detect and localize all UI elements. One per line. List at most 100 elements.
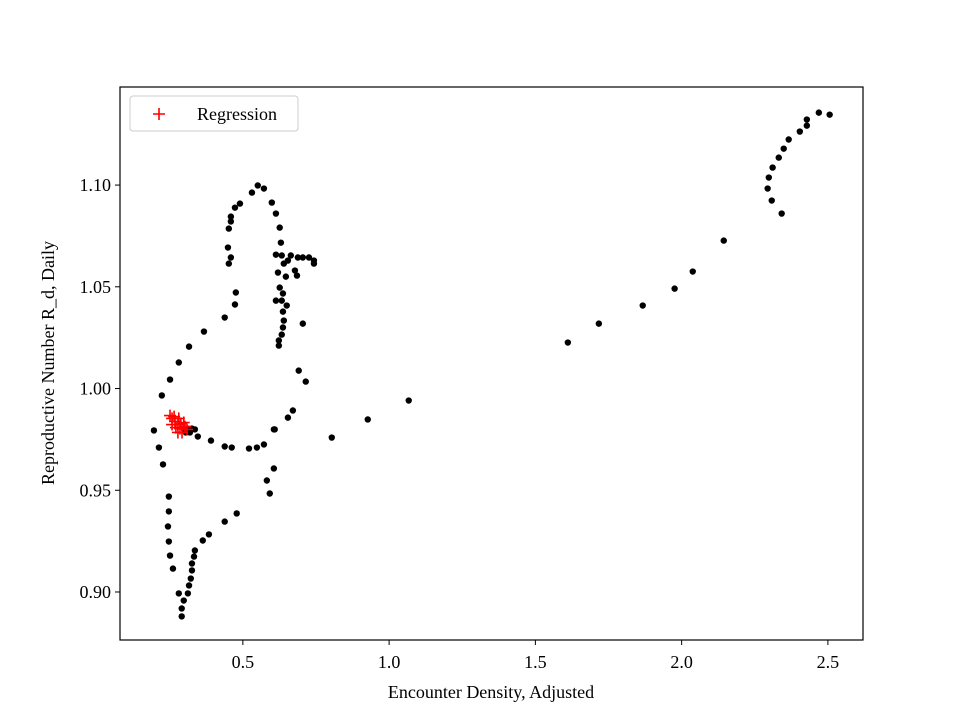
point — [180, 423, 193, 436]
point — [266, 490, 273, 497]
point — [172, 412, 185, 425]
point — [295, 367, 302, 374]
point — [328, 434, 335, 441]
point — [302, 378, 309, 385]
point — [275, 342, 283, 349]
point — [185, 343, 193, 350]
point — [276, 284, 283, 291]
point — [169, 565, 177, 572]
y-tick-label: 0.95 — [80, 480, 112, 500]
point — [775, 154, 782, 161]
legend-marker — [153, 108, 165, 120]
x-tick-label: 1.0 — [378, 652, 401, 672]
point — [166, 552, 174, 559]
point — [364, 416, 371, 423]
point — [595, 320, 603, 327]
point — [639, 302, 646, 309]
y-tick-label: 1.00 — [80, 379, 112, 399]
point — [200, 328, 208, 335]
point — [186, 429, 194, 436]
y-tick-label: 0.90 — [80, 582, 112, 602]
y-tick-label: 1.10 — [80, 175, 112, 195]
point — [165, 508, 173, 515]
point — [178, 420, 191, 433]
point — [263, 477, 271, 484]
point — [207, 437, 215, 444]
point — [270, 426, 278, 433]
point — [185, 582, 193, 589]
point — [221, 518, 228, 525]
point — [275, 337, 283, 344]
point — [225, 260, 233, 267]
point — [155, 444, 163, 451]
point — [689, 268, 696, 275]
point — [278, 252, 285, 259]
point — [769, 164, 776, 171]
point — [278, 331, 285, 338]
point — [187, 575, 194, 582]
point — [227, 254, 235, 261]
point — [253, 444, 261, 451]
point — [282, 273, 290, 280]
point — [279, 324, 287, 331]
point — [803, 116, 811, 123]
point — [166, 418, 179, 431]
point — [287, 252, 295, 259]
point — [299, 320, 307, 327]
point — [780, 145, 787, 152]
point — [231, 204, 239, 211]
point — [232, 289, 240, 296]
point — [803, 122, 811, 129]
y-tick-label: 1.05 — [80, 277, 112, 297]
point — [826, 111, 833, 118]
point — [175, 590, 182, 597]
point — [184, 590, 192, 597]
point — [248, 189, 256, 196]
point — [272, 297, 280, 304]
point — [405, 397, 412, 404]
point — [279, 290, 287, 297]
plot-frame — [119, 86, 864, 641]
point — [284, 414, 292, 421]
point — [270, 465, 278, 472]
point — [188, 567, 196, 574]
point — [245, 445, 253, 452]
point — [280, 317, 288, 324]
x-axis-label: Encounter Density, Adjusted — [388, 682, 594, 702]
point — [564, 339, 572, 346]
point — [305, 254, 313, 261]
point — [272, 210, 280, 217]
point — [188, 560, 196, 567]
y-axis-label: Reproductive Number R_d, Daily — [38, 241, 58, 485]
point — [180, 597, 187, 604]
point — [274, 269, 282, 276]
point — [293, 272, 301, 279]
point — [231, 301, 239, 308]
point — [233, 510, 240, 517]
point — [176, 426, 189, 439]
point — [283, 302, 290, 309]
point — [279, 308, 287, 315]
point — [294, 254, 302, 261]
point — [260, 185, 268, 192]
point — [254, 182, 261, 189]
point — [178, 613, 185, 620]
point — [272, 251, 280, 258]
point — [299, 254, 307, 261]
x-tick-label: 2.5 — [817, 652, 840, 672]
point — [221, 443, 228, 450]
point — [150, 427, 158, 434]
point — [276, 224, 283, 231]
point — [671, 285, 678, 292]
point — [310, 260, 318, 267]
point — [175, 359, 182, 366]
point — [205, 531, 213, 538]
point — [815, 109, 823, 116]
point — [796, 128, 804, 135]
point — [785, 136, 792, 143]
point — [268, 199, 276, 206]
point — [224, 244, 232, 251]
point — [158, 392, 166, 399]
